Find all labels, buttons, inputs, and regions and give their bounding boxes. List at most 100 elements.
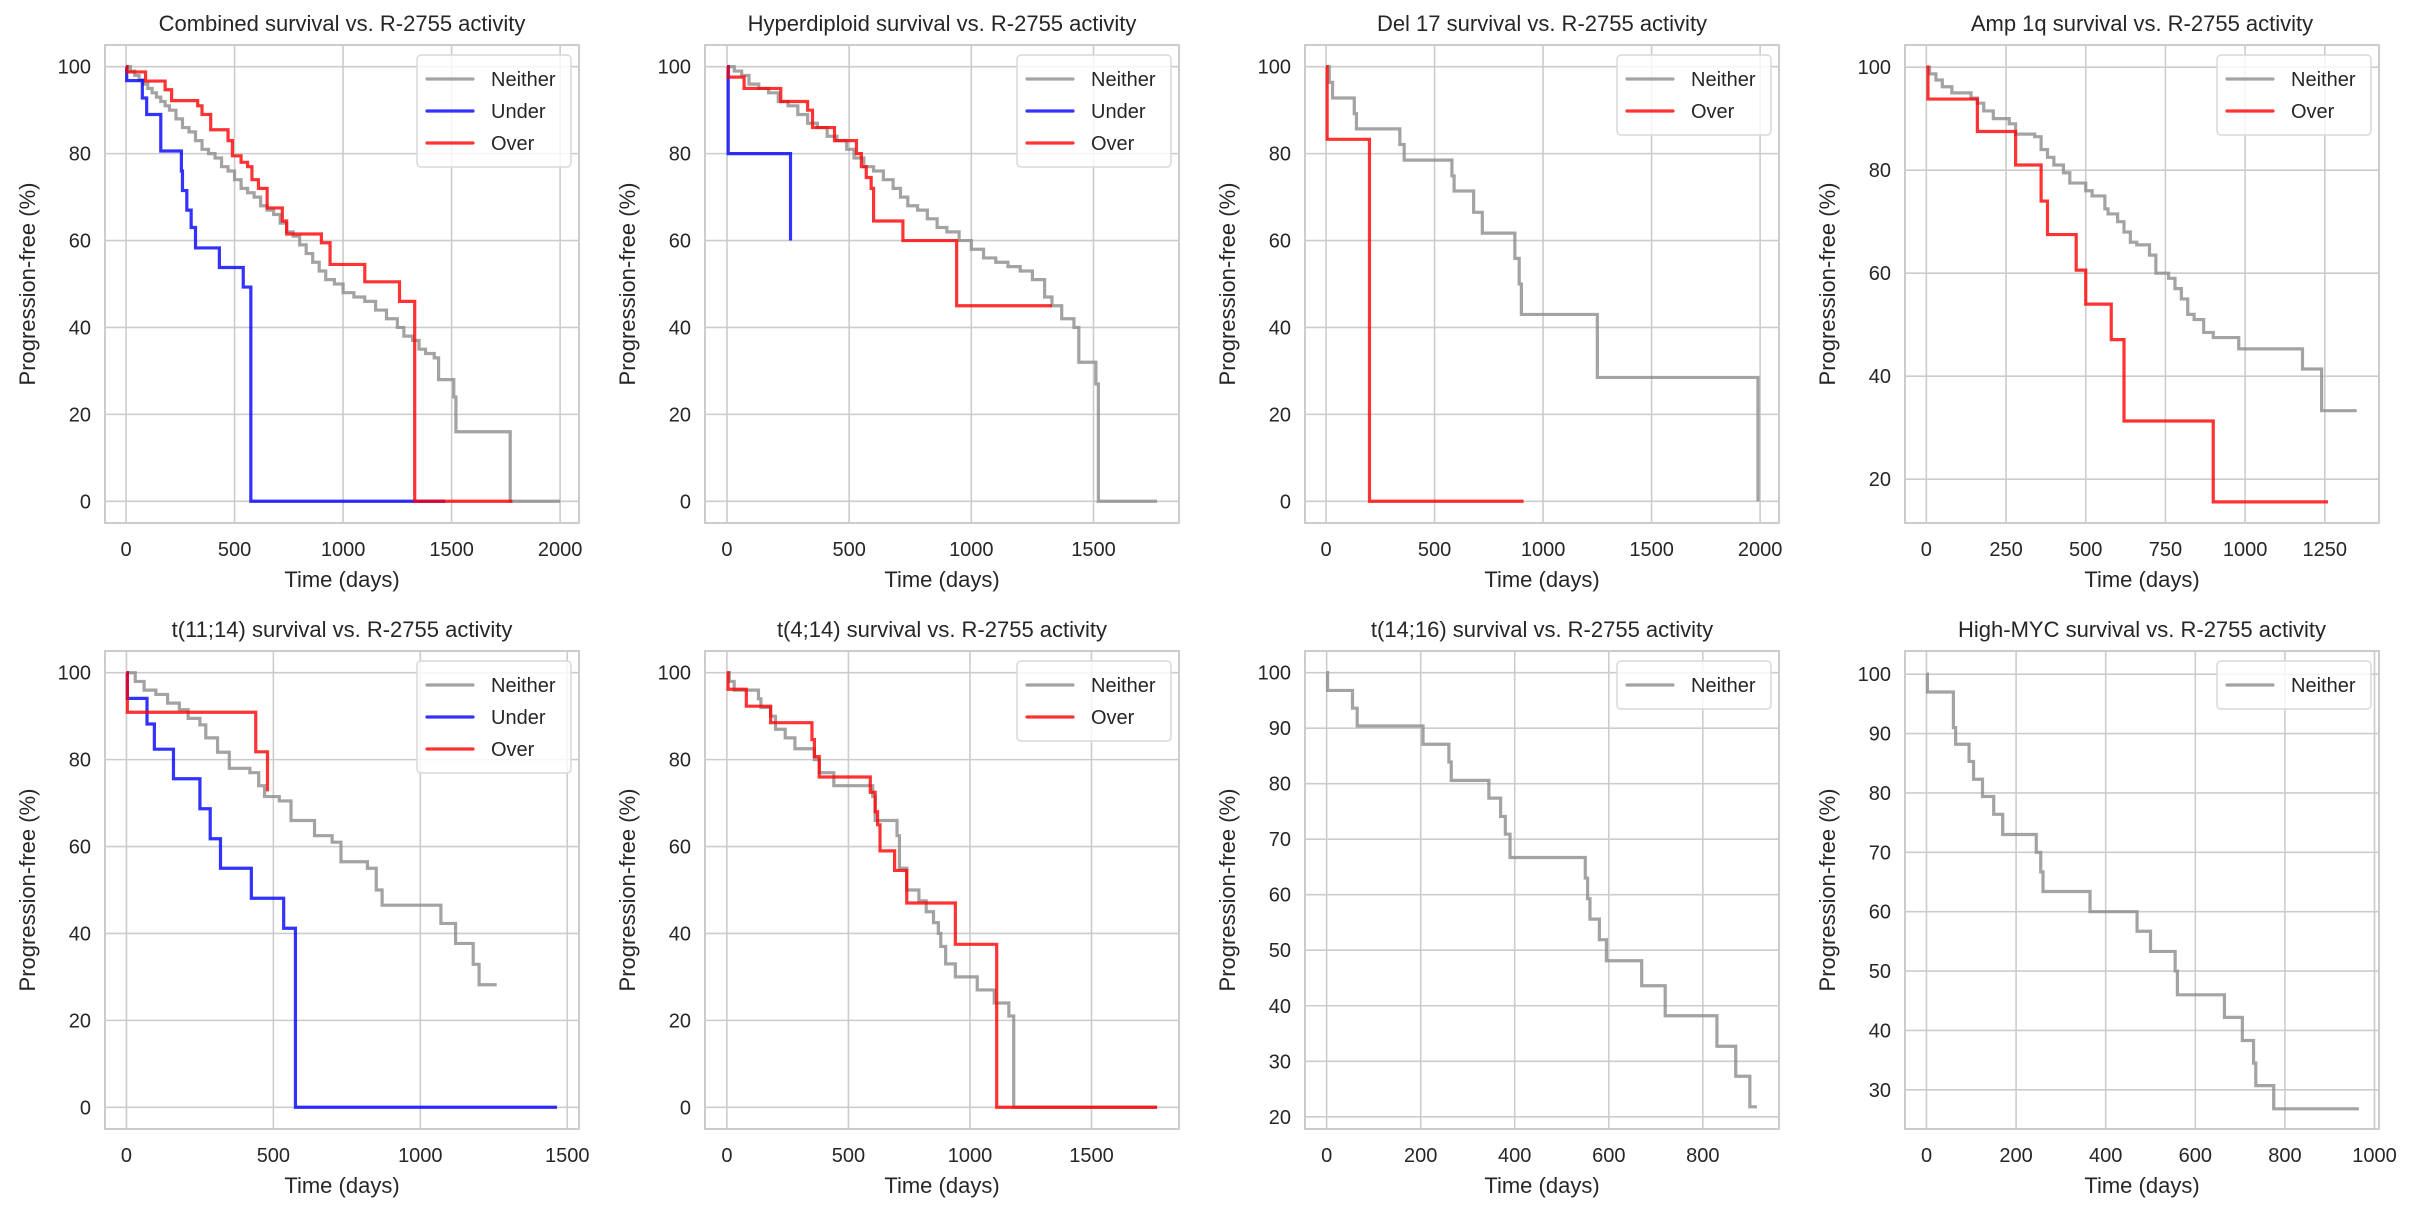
axes-frame: [1304, 650, 1780, 1130]
y-axis-label: Progression-free (%): [1815, 789, 1840, 992]
x-tick-label: 800: [2268, 1145, 2301, 1167]
legend: Neither Under Over: [416, 660, 572, 774]
subplot-1: 0 500 1000 1500 2000 0 20 40 60 80 100 Combined sur…: [15, 11, 582, 592]
legend-label-neither: Neither: [1091, 675, 1156, 697]
series-line-neither: [126, 671, 497, 987]
axes-frame: [704, 44, 1180, 524]
y-tick-label: 60: [669, 837, 691, 859]
plot-area: [1305, 651, 1779, 1129]
legend-label-under: Under: [1091, 101, 1146, 123]
legend-label-over: Over: [491, 133, 535, 155]
y-tick-label: 20: [1269, 404, 1291, 426]
legend: Neither Over: [1016, 660, 1172, 742]
y-tick-label: 80: [1269, 774, 1291, 796]
x-tick-label: 1000: [949, 539, 994, 561]
subplot-title: t(11;14) survival vs. R-2755 activity: [172, 617, 513, 642]
y-tick-label: 80: [1269, 144, 1291, 166]
x-axis-label: Time (days): [284, 567, 399, 592]
y-axis-label: Progression-free (%): [615, 789, 640, 992]
x-axis-label: Time (days): [1484, 567, 1599, 592]
legend: Neither Over: [1616, 54, 1772, 136]
subplot-title: Del 17 survival vs. R-2755 activity: [1377, 11, 1707, 36]
legend-label-neither: Neither: [491, 69, 556, 91]
y-tick-label: 60: [1869, 263, 1891, 285]
y-tick-label: 40: [669, 317, 691, 339]
x-tick-label: 1000: [2352, 1145, 2397, 1167]
y-tick-label: 40: [1269, 996, 1291, 1018]
series-line-under: [125, 65, 446, 503]
y-tick-label: 100: [1858, 57, 1891, 79]
x-tick-label: 600: [2179, 1145, 2212, 1167]
x-tick-label: 500: [218, 539, 251, 561]
x-tick-label: 200: [1404, 1145, 1437, 1167]
subplot-7: 0 200 400 600 800 20 30 40 50 60 70 80 90 100 t(14;16)…: [1215, 617, 1780, 1198]
y-tick-label: 60: [1269, 885, 1291, 907]
x-tick-label: 500: [832, 539, 865, 561]
axes-frame: [104, 44, 580, 524]
series-line-over: [125, 671, 270, 792]
series-line-over: [1325, 65, 1524, 503]
y-tick-label: 80: [69, 750, 91, 772]
x-tick-label: 400: [1498, 1145, 1531, 1167]
x-tick-label: 200: [1999, 1145, 2032, 1167]
legend-box: [416, 660, 572, 774]
legend-box: [1016, 660, 1172, 742]
series-line-over: [1926, 65, 2328, 504]
series-line-over: [726, 65, 1052, 308]
y-axis-label: Progression-free (%): [1815, 183, 1840, 386]
legend-box: [1016, 54, 1172, 168]
subplot-6: 0 500 1000 1500 0 20 40 60 80 100 t(4;14) survival…: [615, 617, 1180, 1198]
axes-frame: [1904, 44, 2380, 524]
y-tick-label: 100: [1258, 663, 1291, 685]
legend-box: [2216, 660, 2372, 710]
legend-label-over: Over: [1091, 133, 1135, 155]
axes-frame: [1304, 44, 1780, 524]
y-tick-label: 0: [680, 491, 691, 513]
legend-box: [416, 54, 572, 168]
x-tick-label: 1500: [1629, 539, 1674, 561]
x-tick-label: 0: [121, 1145, 132, 1167]
legend-box: [1616, 660, 1772, 710]
y-tick-label: 60: [69, 231, 91, 253]
grid: [105, 45, 579, 523]
legend: Neither: [1616, 660, 1772, 710]
y-tick-label: 0: [1280, 491, 1291, 513]
y-tick-label: 70: [1869, 842, 1891, 864]
y-tick-label: 100: [1258, 57, 1291, 79]
subplot-title: Amp 1q survival vs. R-2755 activity: [1971, 11, 2313, 36]
y-tick-label: 50: [1269, 940, 1291, 962]
y-tick-label: 20: [1869, 469, 1891, 491]
axes-frame: [1904, 650, 2380, 1130]
x-tick-label: 500: [1418, 539, 1451, 561]
y-axis-label: Progression-free (%): [1215, 183, 1240, 386]
y-tick-label: 60: [669, 231, 691, 253]
y-tick-label: 40: [669, 923, 691, 945]
y-tick-label: 20: [669, 1010, 691, 1032]
grid: [1305, 651, 1779, 1129]
grid: [1905, 651, 2379, 1129]
legend-label-neither: Neither: [1091, 69, 1156, 91]
x-tick-label: 1000: [948, 1145, 993, 1167]
y-tick-label: 80: [69, 144, 91, 166]
x-tick-label: 1000: [398, 1145, 443, 1167]
x-tick-label: 0: [1321, 1145, 1332, 1167]
series-line-over: [125, 65, 513, 503]
x-axis-label: Time (days): [2084, 1173, 2199, 1198]
x-tick-label: 750: [2149, 539, 2182, 561]
series-line-under: [125, 671, 557, 1109]
series-line-neither: [1326, 65, 1760, 502]
x-tick-label: 250: [1989, 539, 2022, 561]
legend-label-neither: Neither: [491, 675, 556, 697]
y-tick-label: 40: [1869, 366, 1891, 388]
x-tick-label: 0: [1320, 539, 1331, 561]
y-tick-label: 40: [1869, 1020, 1891, 1042]
y-tick-label: 70: [1269, 829, 1291, 851]
plot-area: [1905, 651, 2379, 1129]
y-tick-label: 100: [58, 57, 91, 79]
legend-label-under: Under: [491, 101, 546, 123]
legend-label-over: Over: [2291, 101, 2335, 123]
x-tick-label: 800: [1686, 1145, 1719, 1167]
x-tick-label: 0: [721, 1145, 732, 1167]
series-line-neither: [1325, 671, 1757, 1109]
